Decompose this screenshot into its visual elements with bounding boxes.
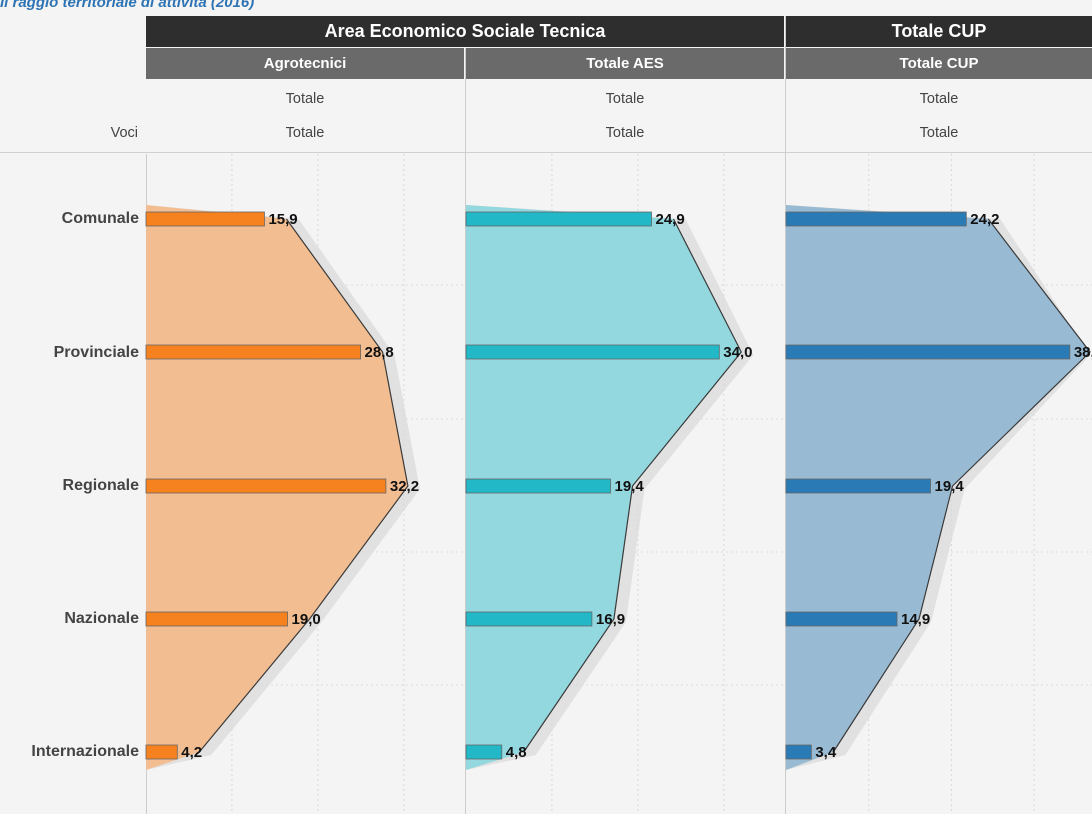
bar [465, 744, 503, 760]
bar [785, 611, 898, 627]
bar [465, 344, 720, 360]
bar [465, 211, 652, 227]
bar [145, 744, 178, 760]
bar [465, 478, 611, 494]
area-outline [832, 218, 1091, 753]
subheader-row1-col1: Totale [285, 91, 325, 107]
bar [785, 344, 1071, 360]
data-label: 19,4 [935, 478, 965, 495]
bar [465, 611, 593, 627]
group-header-cup: Totale CUP [786, 16, 1092, 47]
bar [785, 478, 931, 494]
column-header-totale-cup: Totale CUP [786, 48, 1092, 79]
data-label: 19,0 [292, 611, 321, 628]
bar [785, 211, 967, 227]
group-header-aes: Area Economico Sociale Tecnica [146, 16, 784, 47]
header-divider [0, 152, 1092, 153]
data-label: 4,8 [506, 744, 527, 761]
bar [785, 744, 812, 760]
subheader-row2-col2: Totale [605, 125, 645, 141]
data-label: 34,0 [723, 344, 752, 361]
bar [145, 344, 361, 360]
bar [145, 211, 265, 227]
data-label: 38,1 [1074, 344, 1092, 361]
data-label: 32,2 [390, 478, 419, 495]
subheader-row2-col1: Totale [285, 125, 325, 141]
subheader-row1-col2: Totale [605, 91, 645, 107]
page-title: Il raggio territoriale di attività (2016… [0, 0, 255, 11]
data-label: 24,2 [970, 211, 999, 228]
bar [145, 478, 387, 494]
bar [145, 611, 288, 627]
category-label-nazionale: Nazionale [64, 610, 139, 627]
data-label: 24,9 [656, 211, 685, 228]
category-label-internazionale: Internazionale [31, 743, 139, 760]
area-outline [523, 218, 743, 753]
data-label: 28,8 [365, 344, 394, 361]
subheader-row1-col3: Totale [919, 91, 959, 107]
data-label: 19,4 [615, 478, 645, 495]
category-label-provinciale: Provinciale [53, 344, 139, 361]
data-label: 16,9 [596, 611, 625, 628]
column-header-totale-aes: Totale AES [466, 48, 784, 79]
data-label: 15,9 [268, 211, 297, 228]
category-label-regionale: Regionale [62, 477, 139, 494]
data-label: 4,2 [181, 744, 202, 761]
data-label: 14,9 [901, 611, 930, 628]
area-outline [198, 218, 409, 753]
row-header-label: Voci [110, 125, 138, 141]
data-label: 3,4 [815, 744, 837, 761]
column-header-agrotecnici: Agrotecnici [146, 48, 464, 79]
category-label-comunale: Comunale [61, 210, 139, 227]
subheader-row2-col3: Totale [919, 125, 959, 141]
